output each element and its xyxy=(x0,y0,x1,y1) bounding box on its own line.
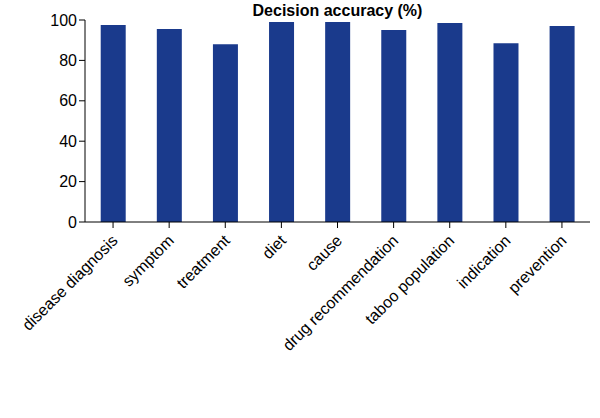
svg-text:treatment: treatment xyxy=(173,231,233,291)
svg-text:taboo population: taboo population xyxy=(362,232,458,328)
svg-text:diet: diet xyxy=(259,231,290,262)
svg-text:80: 80 xyxy=(59,52,77,69)
svg-text:20: 20 xyxy=(59,173,77,190)
svg-text:60: 60 xyxy=(59,92,77,109)
html-text:Decision accuracy (%): Decision accuracy (%) xyxy=(252,2,423,19)
svg-text:cause: cause xyxy=(303,232,345,274)
svg-text:disease diagnosis: disease diagnosis xyxy=(19,232,121,334)
svg-text:0: 0 xyxy=(68,214,77,231)
svg-text:drug recommendation: drug recommendation xyxy=(279,231,402,354)
svg-text:symptom: symptom xyxy=(119,232,177,290)
svg-text:100: 100 xyxy=(50,12,77,29)
svg-text:40: 40 xyxy=(59,133,77,150)
svg-text:indication: indication xyxy=(454,232,514,292)
svg-text:prevention: prevention xyxy=(505,232,570,297)
